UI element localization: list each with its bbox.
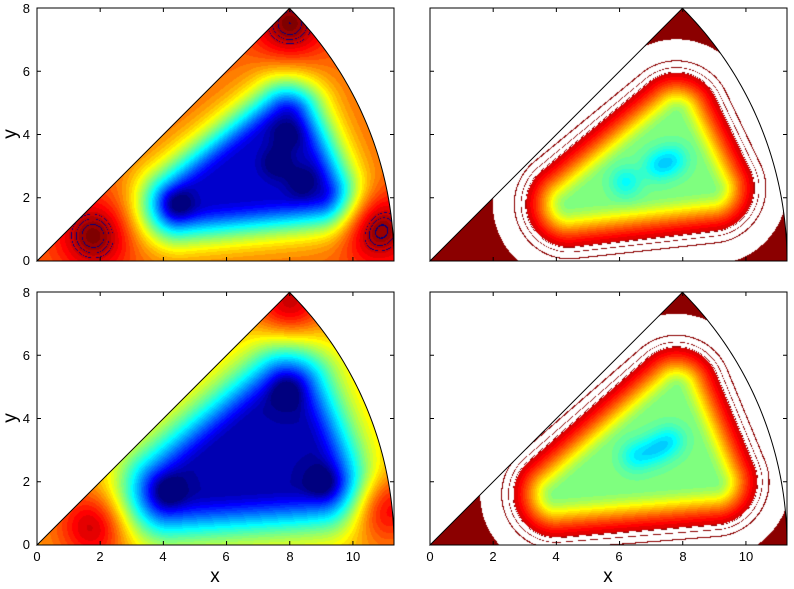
- panel-bottom-left: 0 2 4 6 8 0 2 4 6 8 10 y x: [0, 285, 395, 587]
- y-tick-label: 0: [23, 537, 30, 552]
- heatmap-image: [430, 292, 787, 545]
- y-tick-label: 2: [23, 190, 30, 205]
- heatmap-layer: [37, 8, 394, 261]
- y-axis-label: y: [0, 413, 21, 423]
- tick-marks: [36, 291, 394, 546]
- y-tick-labels: 0 2 4 6 8: [23, 285, 30, 552]
- heatmap-layer: [430, 8, 787, 261]
- x-tick-label: 10: [739, 549, 753, 564]
- x-tick-labels: 0 2 4 6 8 10: [426, 549, 753, 564]
- panel-top-right: [428, 7, 788, 262]
- x-tick-label: 10: [346, 549, 360, 564]
- y-tick-label: 6: [23, 348, 30, 363]
- x-tick-labels: 0 2 4 6 8 10: [33, 549, 360, 564]
- sector-boundary: [35, 291, 395, 546]
- x-tick-label: 2: [489, 549, 496, 564]
- y-tick-label: 8: [23, 285, 30, 300]
- tick-marks: [429, 291, 787, 546]
- y-tick-label: 4: [23, 127, 30, 142]
- tick-marks: [429, 7, 787, 262]
- x-axis-label: x: [210, 566, 220, 587]
- heatmap-layer: [430, 292, 787, 545]
- y-tick-label: 8: [23, 1, 30, 16]
- sector-boundary: [428, 291, 788, 546]
- x-tick-label: 2: [96, 549, 103, 564]
- panel-bottom-right: 0 2 4 6 8 10 x: [426, 291, 788, 587]
- y-tick-label: 4: [23, 411, 30, 426]
- heatmap-image: [37, 292, 394, 545]
- y-tick-label: 0: [23, 253, 30, 268]
- x-tick-label: 8: [679, 549, 686, 564]
- heatmap-image: [37, 8, 394, 261]
- x-tick-label: 8: [286, 549, 293, 564]
- heatmap-image: [430, 8, 787, 261]
- x-tick-label: 4: [552, 549, 559, 564]
- x-tick-label: 6: [615, 549, 622, 564]
- tick-marks: [36, 7, 394, 262]
- heatmap-layer: [37, 292, 394, 545]
- sector-boundary: [428, 7, 788, 262]
- panel-top-left: 0 2 4 6 8 y: [0, 1, 395, 268]
- y-tick-labels: 0 2 4 6 8: [23, 1, 30, 268]
- y-axis-label: y: [0, 129, 21, 139]
- x-tick-label: 6: [222, 549, 229, 564]
- x-tick-label: 0: [33, 549, 40, 564]
- x-tick-label: 0: [426, 549, 433, 564]
- x-axis-label: x: [603, 566, 613, 587]
- sector-boundary: [35, 7, 395, 262]
- y-tick-label: 2: [23, 474, 30, 489]
- y-tick-label: 6: [23, 64, 30, 79]
- x-tick-label: 4: [159, 549, 166, 564]
